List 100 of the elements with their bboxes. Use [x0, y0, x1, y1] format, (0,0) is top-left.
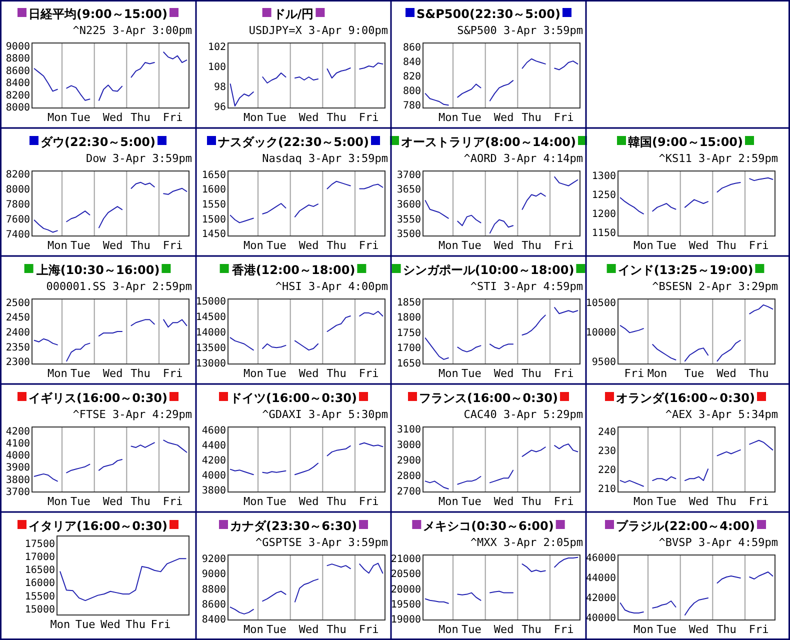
- y-tick-label: 14500: [196, 312, 226, 324]
- x-tick-label: Mon: [438, 495, 458, 508]
- x-tick-label: Thu: [522, 111, 542, 124]
- x-tick-label: Wed: [298, 623, 319, 636]
- x-tick-label: Tue: [462, 623, 482, 636]
- y-tick-label: 3700: [396, 170, 421, 181]
- x-tick-label: Thu: [130, 495, 150, 508]
- x-tick-label: Fri: [162, 239, 183, 252]
- x-tick-label: Wed: [494, 367, 514, 380]
- x-tick-label: Mon: [438, 239, 458, 252]
- y-tick-label: 8800: [202, 584, 226, 596]
- y-tick-label: 780: [402, 100, 421, 112]
- y-tick-label: 13500: [196, 342, 226, 354]
- x-tick-label: Thu: [326, 239, 346, 252]
- x-tick-label: Wed: [716, 367, 736, 380]
- chart-title: オーストラリア(8:00～14:00): [400, 135, 576, 149]
- x-tick-label: Fri: [162, 111, 183, 124]
- y-tick-label: 820: [402, 72, 421, 82]
- y-tick-label: 102: [208, 42, 226, 53]
- y-tick-label: 8800: [6, 54, 30, 65]
- y-tick-label: 96: [214, 102, 226, 113]
- x-tick-label: Wed: [298, 495, 319, 508]
- y-tick-label: 3550: [396, 214, 421, 226]
- y-tick-label: 14000: [196, 328, 226, 338]
- x-tick-label: Tue: [266, 111, 286, 124]
- chart-title: シンガポール(10:00～18:00): [402, 263, 574, 277]
- y-tick-label: 3600: [396, 200, 421, 210]
- y-tick-label: 4000: [202, 470, 226, 482]
- x-tick-label: Fri: [624, 367, 644, 380]
- x-tick-label: Thu: [716, 495, 736, 508]
- y-tick-label: 1650: [396, 358, 421, 370]
- y-tick-label: 8000: [6, 184, 30, 196]
- x-tick-label: Fri: [554, 367, 574, 380]
- x-tick-label: Wed: [494, 495, 514, 508]
- x-tick-label: Wed: [298, 239, 319, 252]
- x-tick-label: Mon: [438, 111, 458, 124]
- y-tick-label: 3800: [6, 474, 30, 486]
- y-tick-label: 3500: [396, 229, 421, 240]
- chart-subtitle: USDJPY=X 3-Apr 9:00pm: [248, 24, 388, 37]
- x-tick-label: Fri: [554, 495, 574, 508]
- x-tick-label: Fri: [748, 495, 769, 508]
- x-tick-label: Mon: [243, 111, 264, 124]
- y-tick-label: 17500: [24, 538, 55, 550]
- y-tick-label: 20000: [390, 584, 421, 596]
- x-tick-label: Wed: [494, 111, 514, 124]
- x-tick-label: Tue: [70, 111, 90, 124]
- y-tick-label: 3100: [396, 424, 421, 436]
- y-tick-label: 44000: [586, 573, 616, 584]
- y-tick-label: 9500: [592, 357, 616, 368]
- y-tick-label: 3800: [202, 486, 226, 497]
- y-tick-label: 8600: [202, 599, 226, 610]
- x-tick-label: Wed: [298, 367, 319, 380]
- y-tick-label: 860: [402, 42, 421, 54]
- x-tick-label: Tue: [266, 623, 286, 636]
- y-tick-label: 7400: [6, 230, 30, 241]
- x-tick-label: Mon: [438, 623, 458, 636]
- y-tick-label: 46000: [586, 553, 616, 564]
- y-tick-label: 1750: [396, 328, 421, 339]
- x-tick-label: Mon: [633, 239, 654, 252]
- y-tick-label: 230: [598, 446, 616, 457]
- y-tick-label: 1300: [592, 170, 616, 182]
- x-tick-label: Fri: [358, 367, 379, 380]
- chart-title: フランス(16:00～0:30): [418, 391, 558, 405]
- y-tick-label: 1850: [396, 297, 421, 308]
- y-tick-label: 19000: [390, 614, 421, 626]
- x-tick-label: Tue: [75, 618, 96, 631]
- x-tick-label: Fri: [554, 111, 574, 124]
- x-tick-label: Thu: [130, 111, 150, 124]
- y-tick-label: 10000: [586, 328, 616, 338]
- y-tick-label: 2700: [396, 486, 421, 498]
- y-tick-label: 2900: [396, 456, 421, 466]
- y-tick-label: 4000: [6, 450, 30, 462]
- y-tick-label: 4400: [202, 440, 226, 452]
- y-tick-label: 4200: [202, 456, 226, 466]
- y-tick-label: 8200: [6, 169, 30, 180]
- x-tick-label: Mon: [438, 367, 458, 380]
- y-tick-label: 3000: [396, 440, 421, 452]
- x-tick-label: Mon: [243, 623, 264, 636]
- chart-title: ドル/円: [273, 7, 314, 21]
- x-tick-label: Wed: [102, 111, 123, 124]
- y-tick-label: 98: [214, 82, 226, 93]
- x-tick-label: Wed: [688, 495, 709, 508]
- y-tick-label: 9200: [202, 554, 226, 566]
- y-tick-label: 3900: [6, 462, 30, 474]
- x-tick-label: Tue: [656, 495, 676, 508]
- x-tick-label: Thu: [748, 367, 769, 380]
- y-tick-label: 8000: [6, 102, 30, 114]
- y-tick-label: 17000: [24, 552, 55, 563]
- y-tick-label: 15500: [24, 591, 55, 602]
- y-tick-label: 2800: [396, 470, 421, 482]
- y-tick-label: 1800: [396, 312, 421, 324]
- chart-subtitle: ^AEX 3-Apr 5:34pm: [665, 408, 778, 421]
- y-tick-label: 9000: [6, 41, 30, 52]
- x-tick-label: Wed: [298, 111, 319, 124]
- x-tick-label: Mon: [633, 495, 654, 508]
- y-tick-label: 1650: [202, 170, 226, 181]
- chart-subtitle: ^GSPTSE 3-Apr 3:59pm: [256, 536, 388, 549]
- chart-subtitle: ^KS11 3-Apr 2:59pm: [658, 152, 778, 165]
- x-tick-label: Fri: [554, 623, 574, 636]
- x-tick-label: Mon: [47, 367, 68, 380]
